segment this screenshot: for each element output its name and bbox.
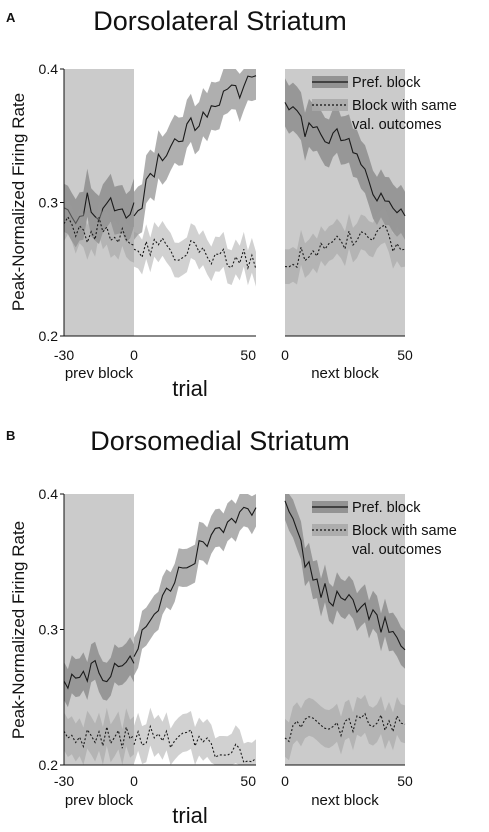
series-line [63,655,135,690]
error-band [64,707,134,765]
y-axis-label: Peak-Normalized Firing Rate [9,93,28,311]
series-line [63,215,135,246]
error-band [134,221,256,287]
x-tick-label: -30 [54,773,74,789]
segment-label: prev block [65,365,134,382]
error-band [64,199,134,263]
series-line [63,192,135,225]
series-line [133,724,257,764]
legend-label: Pref. block [352,75,421,91]
series-line [284,102,406,217]
segment-label: next block [311,792,379,809]
series-line [63,725,135,749]
series-line [133,237,257,271]
x-tick-label: 50 [240,773,256,789]
x-axis-label: trial [172,376,207,401]
error-band [285,78,405,240]
x-tick-label: 0 [130,773,138,789]
x-tick-label: 50 [397,773,413,789]
error-band [134,494,256,676]
x-tick-label: -30 [54,347,74,363]
legend-label-line2: val. outcomes [352,117,441,133]
series-line [284,500,406,651]
segment-label: prev block [65,792,134,809]
legend: Pref. block Block with same val. outcomes [312,75,457,133]
legend-label-line2: val. outcomes [352,542,441,558]
error-band [285,207,405,285]
y-tick-label: 0.4 [39,486,59,502]
chart-panel-b: 0.2 0.3 0.4 -30 0 prev block 50 0 50 next block B D… [6,426,457,828]
error-band [64,168,134,248]
y-tick-label: 0.2 [39,328,59,344]
segment-label: next block [311,365,379,382]
series-line [133,506,257,657]
error-band [285,494,405,669]
legend-label: Block with same [352,98,457,114]
chart-title: Dorsolateral Striatum [93,6,347,36]
series-line [284,712,406,743]
x-axis-label: trial [172,803,207,828]
x-tick-label: 50 [397,347,413,363]
y-tick-label: 0.3 [39,622,59,638]
legend-label: Pref. block [352,500,421,516]
error-band [285,694,405,761]
chart-panel-a: 0.2 0.3 0.4 -30 0 prev block 50 0 50 next block A D… [6,6,457,401]
panel-letter: B [6,428,15,443]
chart-title: Dorsomedial Striatum [90,426,350,456]
series-line [133,75,257,217]
x-tick-label: 0 [281,347,289,363]
panel-letter: A [6,10,16,25]
error-band [134,707,256,765]
y-tick-label: 0.3 [39,195,59,211]
x-tick-label: 0 [281,773,289,789]
legend-label: Block with same [352,523,457,539]
block-shading [64,494,134,765]
y-axis-label: Peak-Normalized Firing Rate [9,521,28,739]
legend: Pref. block Block with same val. outcomes [312,500,457,558]
x-tick-label: 50 [240,347,256,363]
x-tick-label: 0 [130,347,138,363]
y-tick-label: 0.4 [39,61,59,77]
y-tick-label: 0.2 [39,757,59,773]
error-band [134,69,256,240]
